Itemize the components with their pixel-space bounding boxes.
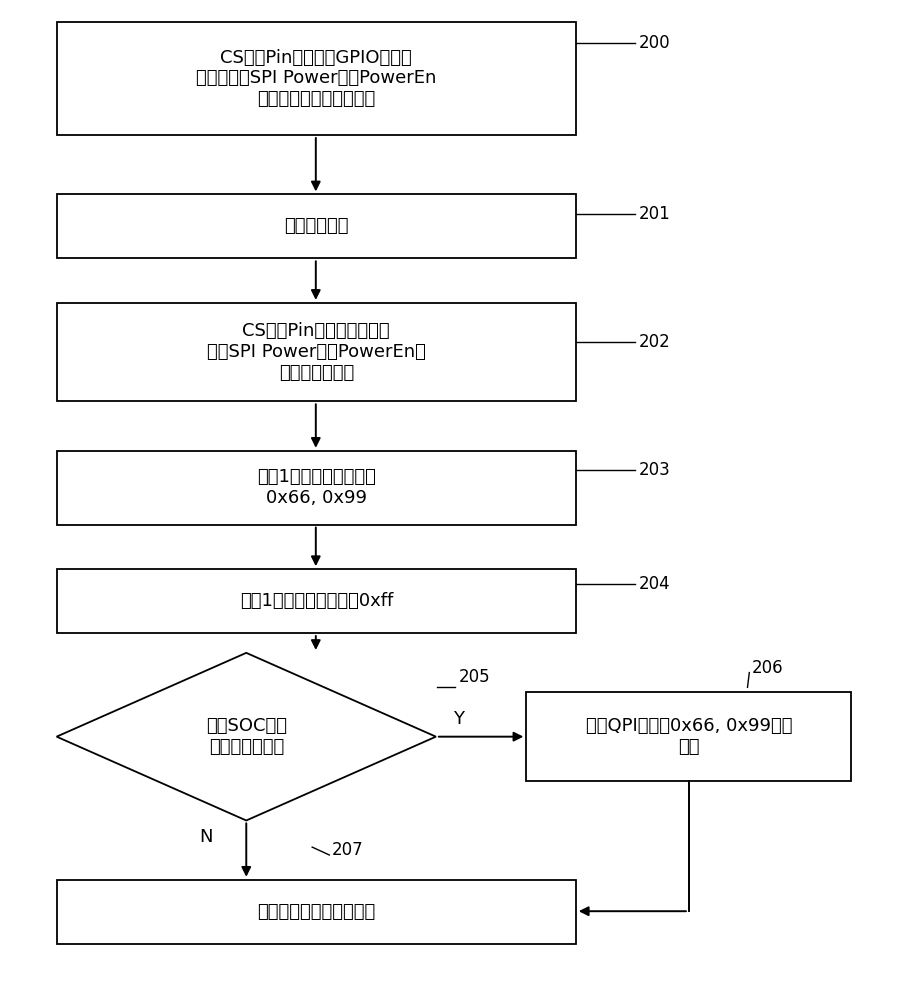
Text: CS片选Pin脚配置为GPIO输出模
式，置高，SPI Power控制PowerEn
脚配置为输出模式，置低: CS片选Pin脚配置为GPIO输出模 式，置高，SPI Power控制Power… [196,49,436,108]
Text: 判断SOC芯片
是否为异常复位: 判断SOC芯片 是否为异常复位 [205,717,287,756]
Text: 复位完成，复位流程结束: 复位完成，复位流程结束 [257,903,375,921]
Text: 延迟预设时间: 延迟预设时间 [284,217,348,235]
Text: 203: 203 [639,461,671,479]
Text: 205: 205 [458,669,490,687]
FancyBboxPatch shape [57,880,576,944]
Text: 204: 204 [639,575,670,593]
Text: CS片选Pin脚配置为功能模
式，SPI Power控制PowerEn脚
配置为输入模式: CS片选Pin脚配置为功能模 式，SPI Power控制PowerEn脚 配置为… [207,322,425,382]
FancyBboxPatch shape [57,194,576,258]
Text: 200: 200 [639,34,670,52]
Text: Y: Y [453,710,464,728]
Text: 发送1线模式的复位命令
0x66, 0x99: 发送1线模式的复位命令 0x66, 0x99 [257,468,376,507]
Text: 发送1线模式的复位命令0xff: 发送1线模式的复位命令0xff [239,592,392,610]
FancyBboxPatch shape [526,692,851,781]
Polygon shape [57,653,436,820]
Text: 发送QPI模式的0x66, 0x99复位
命令: 发送QPI模式的0x66, 0x99复位 命令 [586,717,792,756]
Text: 201: 201 [639,205,671,223]
FancyBboxPatch shape [57,451,576,525]
FancyBboxPatch shape [57,569,576,633]
Text: 207: 207 [332,841,364,859]
Text: N: N [199,828,213,846]
Text: 202: 202 [639,333,671,351]
FancyBboxPatch shape [57,303,576,401]
Text: 206: 206 [752,659,784,677]
FancyBboxPatch shape [57,22,576,135]
